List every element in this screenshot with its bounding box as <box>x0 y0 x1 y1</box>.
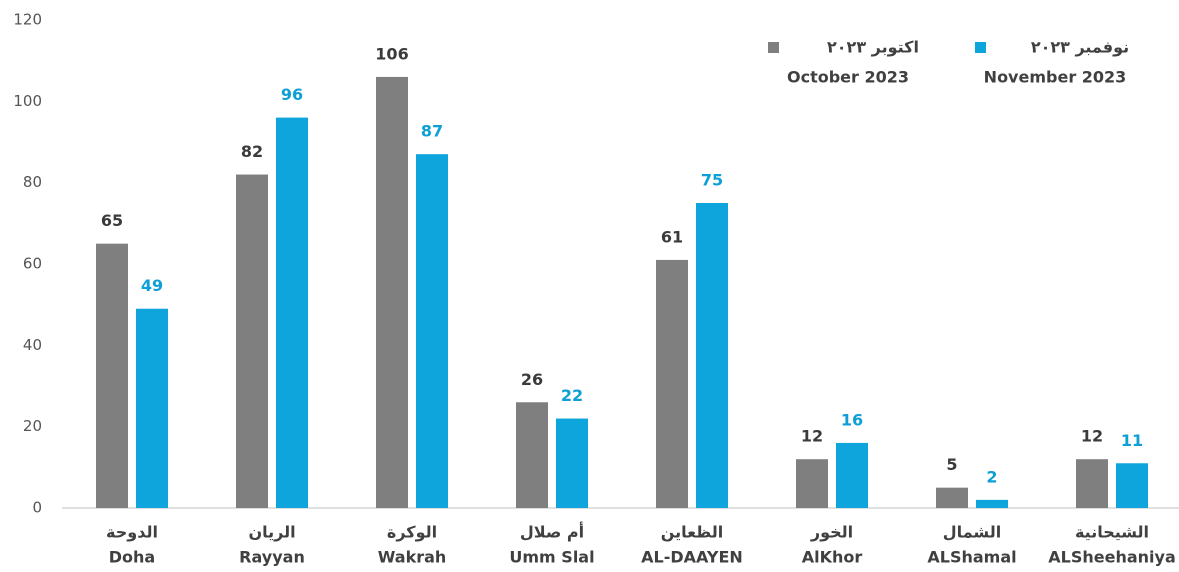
bar <box>796 459 828 508</box>
x-tick-label: Rayyan <box>239 548 305 567</box>
y-tick-label: 80 <box>23 173 42 191</box>
x-tick-label: Wakrah <box>378 548 447 567</box>
bar <box>236 174 268 509</box>
bar <box>516 402 548 508</box>
y-tick-label: 40 <box>23 336 42 354</box>
data-label: 12 <box>801 427 823 446</box>
x-tick-label: Umm Slal <box>509 548 594 567</box>
data-label: 61 <box>661 227 683 246</box>
bar <box>936 487 968 508</box>
bar <box>1076 459 1108 508</box>
x-tick-label-ar: الريان <box>248 523 295 542</box>
data-label: 87 <box>421 122 443 141</box>
data-label: 65 <box>101 211 123 230</box>
x-tick-label: AlKhor <box>802 548 863 567</box>
bar <box>656 259 688 508</box>
y-tick-label: 0 <box>32 499 42 517</box>
legend-swatch <box>768 42 779 53</box>
x-tick-label: ALSheehaniya <box>1048 548 1175 567</box>
data-label: 96 <box>281 85 303 104</box>
data-label: 106 <box>375 44 408 63</box>
x-tick-label-ar: الوكرة <box>387 523 437 542</box>
data-label: 5 <box>946 455 957 474</box>
data-label: 16 <box>841 410 863 429</box>
data-label: 22 <box>561 386 583 405</box>
data-label: 26 <box>521 370 543 389</box>
x-tick-label: AL-DAAYEN <box>641 548 743 567</box>
x-tick-label-ar: الشمال <box>943 523 1001 542</box>
data-label: 49 <box>141 276 163 295</box>
x-tick-label-ar: أم صلال <box>520 522 584 542</box>
data-label: 11 <box>1121 431 1143 450</box>
bar <box>976 499 1008 508</box>
legend-label-ar: نوفمبر ٢٠٢٣ <box>1031 38 1129 57</box>
bar <box>416 154 448 508</box>
y-tick-label: 100 <box>13 92 42 110</box>
y-tick-label: 20 <box>23 417 42 435</box>
x-tick-label-ar: الدوحة <box>106 523 158 542</box>
data-label: 2 <box>986 467 997 486</box>
x-tick-label-ar: الخور <box>810 523 853 542</box>
data-label: 75 <box>701 171 723 190</box>
x-tick-label-ar: الظعاين <box>661 523 724 542</box>
legend-label-ar: اكتوبر ٢٠٢٣ <box>827 38 919 57</box>
legend-label: November 2023 <box>984 68 1127 87</box>
x-tick-label: Doha <box>109 548 155 567</box>
data-label: 82 <box>241 142 263 161</box>
bar <box>556 418 588 508</box>
data-label: 12 <box>1081 427 1103 446</box>
x-tick-label-ar: الشيحانية <box>1075 523 1149 542</box>
bar <box>136 308 168 508</box>
bar <box>276 117 308 508</box>
legend-label: October 2023 <box>787 68 909 87</box>
bar <box>376 76 408 508</box>
bar <box>1116 463 1148 508</box>
y-tick-label: 60 <box>23 255 42 273</box>
x-tick-label: ALShamal <box>927 548 1016 567</box>
bar <box>96 243 128 508</box>
legend-swatch <box>975 42 986 53</box>
bar <box>836 442 868 508</box>
y-tick-label: 120 <box>13 11 42 29</box>
bar <box>696 203 728 508</box>
